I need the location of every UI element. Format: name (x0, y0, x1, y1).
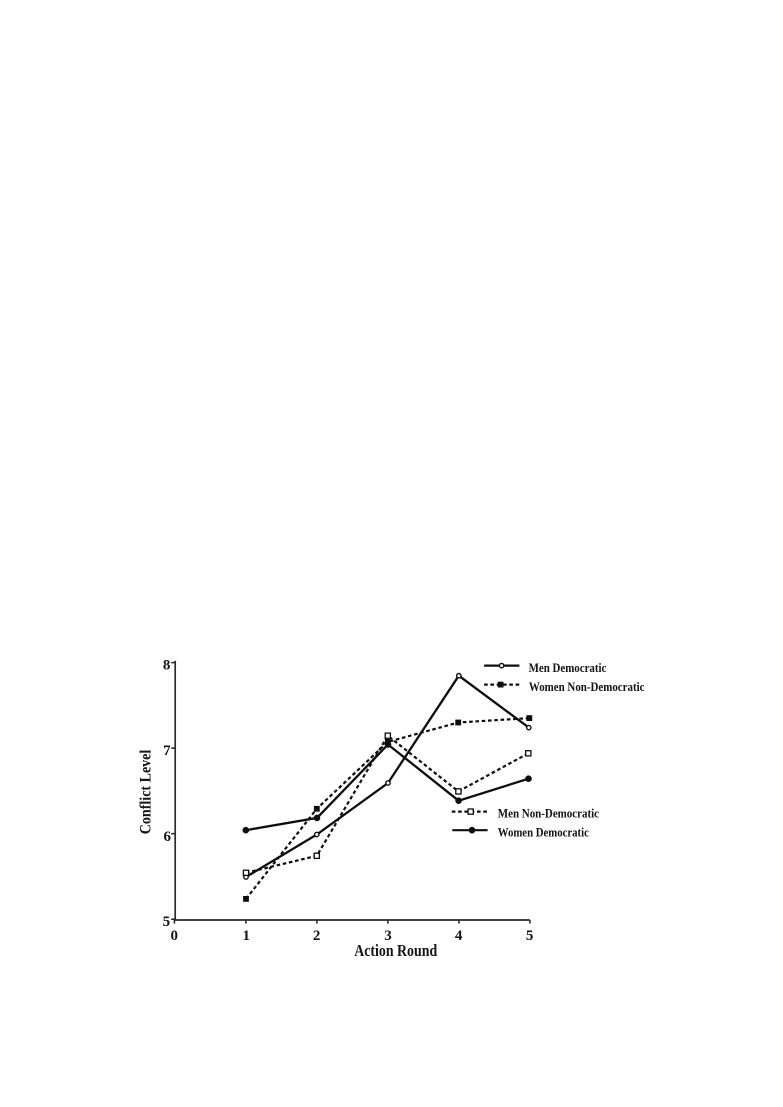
svg-text:5: 5 (163, 914, 171, 930)
svg-text:8: 8 (163, 658, 171, 674)
svg-text:6: 6 (164, 829, 172, 845)
svg-text:Women Non-Democratic: Women Non-Democratic (529, 680, 645, 694)
svg-text:Action Round: Action Round (354, 941, 437, 960)
svg-text:Conflict Level: Conflict Level (138, 749, 155, 834)
svg-text:Men Non-Democratic: Men Non-Democratic (498, 807, 600, 821)
svg-text:7: 7 (163, 743, 171, 759)
svg-text:4: 4 (455, 928, 463, 944)
svg-text:5: 5 (526, 928, 534, 944)
svg-text:3: 3 (384, 928, 392, 944)
svg-text:Women Democratic: Women Democratic (498, 825, 590, 839)
svg-text:2: 2 (313, 928, 321, 944)
svg-text:Men Democratic: Men Democratic (529, 661, 607, 675)
svg-text:0: 0 (171, 928, 179, 944)
svg-text:1: 1 (242, 928, 250, 944)
